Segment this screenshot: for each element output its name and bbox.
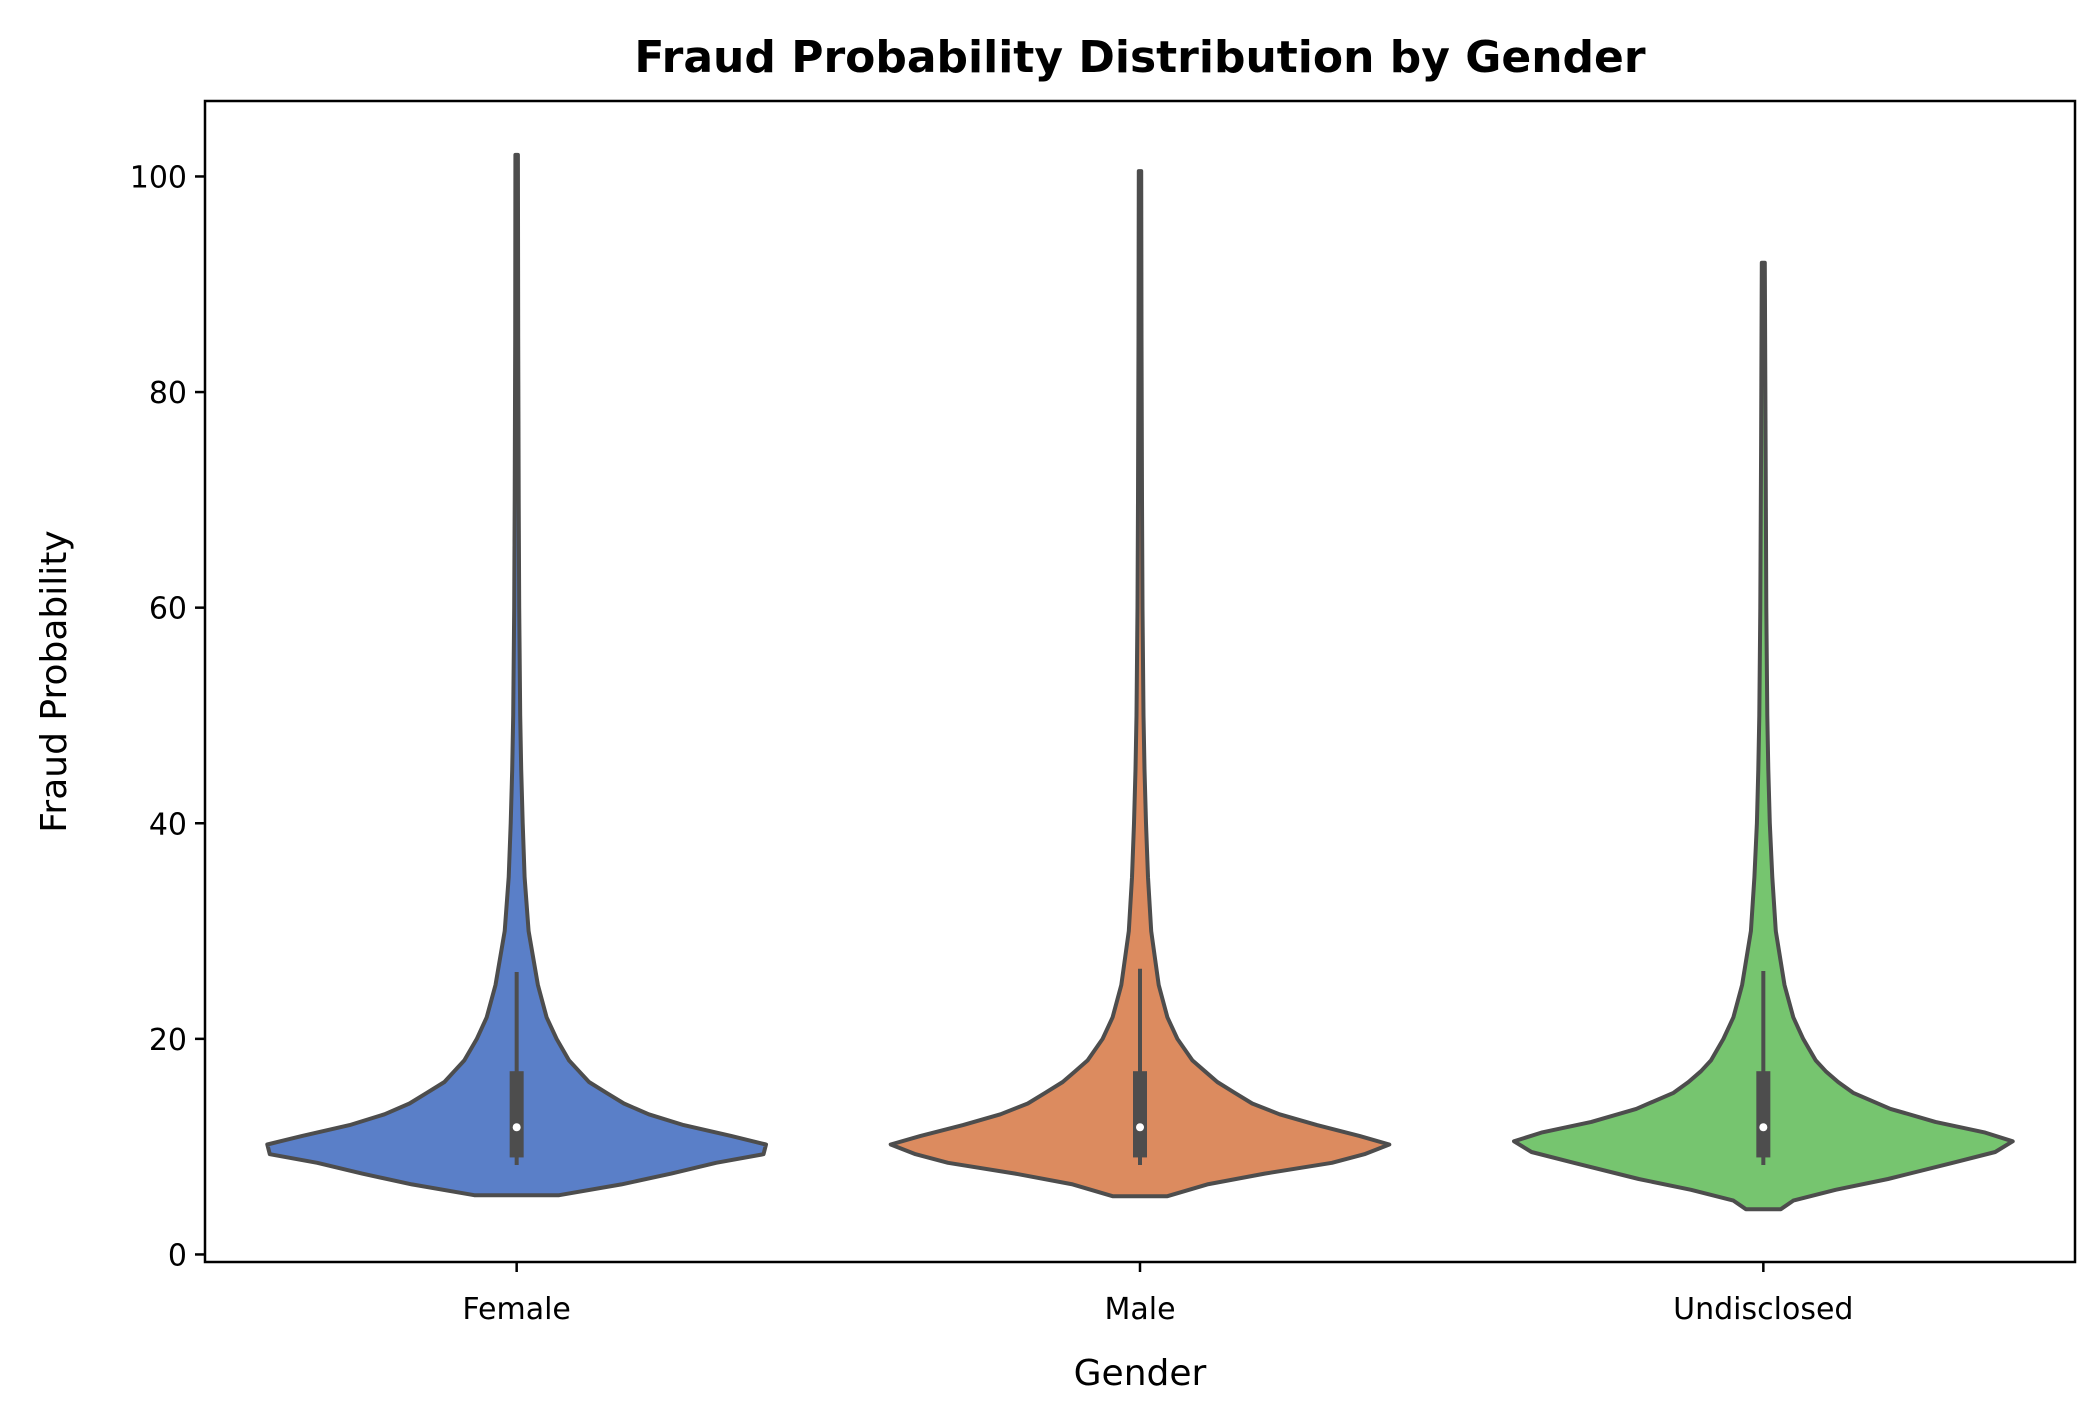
violin-undisclosed xyxy=(1512,260,2015,1212)
median-dot xyxy=(1136,1123,1144,1132)
violins-group xyxy=(265,152,2015,1212)
x-axis-ticks: Female Male Undisclosed xyxy=(462,1262,1853,1327)
x-tick-label: Undisclosed xyxy=(1673,1292,1853,1327)
median-dot xyxy=(1759,1123,1768,1132)
x-axis-label: Gender xyxy=(1074,1353,1207,1394)
median-dot xyxy=(512,1123,521,1132)
y-axis-label: Fraud Probability xyxy=(34,530,75,832)
y-tick-label: 100 xyxy=(130,160,187,195)
x-tick-label: Female xyxy=(462,1292,570,1327)
plot-frame xyxy=(203,99,2077,1264)
violin-male xyxy=(888,169,1392,1199)
iqr-box xyxy=(1133,1071,1147,1158)
y-tick-label: 20 xyxy=(149,1023,187,1058)
x-tick-label: Male xyxy=(1104,1292,1175,1327)
violin-female xyxy=(265,152,768,1198)
iqr-box xyxy=(509,1071,524,1158)
y-tick-label: 60 xyxy=(149,592,187,627)
chart-title: Fraud Probability Distribution by Gender xyxy=(634,32,1645,83)
y-tick-label: 0 xyxy=(168,1238,187,1273)
y-tick-label: 40 xyxy=(149,807,187,842)
iqr-box xyxy=(1756,1071,1771,1158)
y-axis-ticks: 0 20 40 60 80 100 xyxy=(130,160,205,1273)
y-tick-label: 80 xyxy=(149,376,187,411)
